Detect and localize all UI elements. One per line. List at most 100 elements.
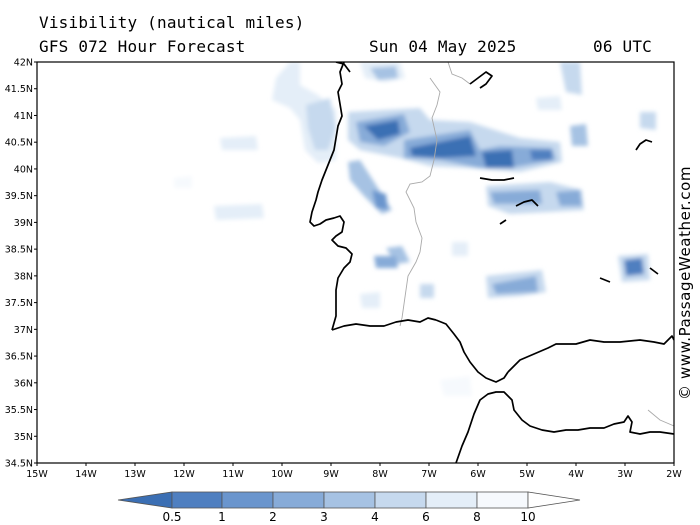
shade-central-west-core <box>364 120 400 140</box>
colorbar-segment <box>171 491 223 509</box>
colorbar-label: 8 <box>473 510 481 524</box>
shade-west-coast-core <box>372 190 388 210</box>
colorbar: 0.5 1 2 3 4 6 8 10 <box>117 491 581 524</box>
shade-east-small <box>570 124 588 146</box>
shade-offshore-b <box>214 204 264 220</box>
spain-south-coast-west <box>435 319 509 383</box>
longitude-axis: 15W 14W 13W 12W 11W 10W 9W 8W 7W 6W 5W 4W 3W 2W <box>26 463 682 480</box>
lon-tick-label: 10W <box>271 469 293 480</box>
shade-sw-cape <box>360 292 380 308</box>
portugal-west-coast <box>309 62 353 331</box>
colorbar-segment <box>374 491 427 509</box>
lon-tick-label: 8W <box>372 469 388 480</box>
shade-northwest-offshore-core <box>306 98 336 150</box>
shade-central-east-core <box>410 136 476 158</box>
lat-tick-label: 38N <box>14 271 33 282</box>
spain-portugal-border <box>399 77 441 327</box>
shade-south-central <box>452 242 468 256</box>
shade-north-coast-core <box>370 66 398 80</box>
forecast-time: 06 UTC <box>593 37 652 56</box>
colorbar-label: 3 <box>320 510 328 524</box>
shade-south-west <box>386 246 410 264</box>
shade-andalucia-core <box>492 276 538 294</box>
colorbar-label: 0.5 <box>162 510 181 524</box>
east-coast-bit <box>649 267 659 275</box>
reservoir-a <box>479 177 515 181</box>
shade-central-east <box>404 130 556 168</box>
coastlines <box>309 62 674 463</box>
lon-tick-label: 4W <box>568 469 584 480</box>
morocco-coast <box>455 391 674 463</box>
credit-watermark: © www.PassageWeather.com <box>676 165 694 400</box>
river-north <box>469 71 493 89</box>
colorbar-segment <box>323 491 376 509</box>
colorbar-high-extension <box>527 491 581 509</box>
forecast-label: GFS 072 Hour Forecast <box>39 37 246 56</box>
shade-ne-patch <box>536 96 562 110</box>
shade-far-east <box>640 112 656 130</box>
lat-tick-label: 38.5N <box>5 245 33 256</box>
shade-meseta-east <box>556 190 582 206</box>
border-lines <box>399 62 674 427</box>
shade-offshore-c <box>174 176 192 188</box>
north-border <box>447 62 471 85</box>
shade-central-east-core2 <box>482 150 514 168</box>
lat-tick-label: 35N <box>14 432 33 443</box>
colorbar-segment <box>476 491 529 509</box>
colorbar-label: 6 <box>422 510 430 524</box>
shade-northeast <box>560 62 582 95</box>
lon-tick-label: 5W <box>519 469 535 480</box>
colorbar-label: 2 <box>269 510 277 524</box>
lat-tick-label: 37.5N <box>5 298 33 309</box>
visibility-shading <box>174 62 656 396</box>
lat-tick-label: 40.5N <box>5 138 33 149</box>
colorbar-segment <box>221 491 274 509</box>
spain-south-coast-east <box>507 335 674 373</box>
lat-tick-label: 39.5N <box>5 191 33 202</box>
lon-tick-label: 11W <box>222 469 244 480</box>
map-title: Visibility (nautical miles) <box>39 13 305 32</box>
lat-tick-label: 41.5N <box>5 84 33 95</box>
shade-alboran <box>440 376 472 396</box>
lat-tick-label: 36.5N <box>5 352 33 363</box>
algarve-coast <box>331 317 437 331</box>
lat-tick-label: 39N <box>14 218 33 229</box>
lon-tick-label: 13W <box>124 469 146 480</box>
lat-tick-label: 35.5N <box>5 405 33 416</box>
shade-southeast-core <box>624 258 644 276</box>
lon-tick-label: 14W <box>75 469 97 480</box>
lon-tick-label: 15W <box>26 469 48 480</box>
colorbar-low-extension <box>117 491 173 509</box>
east-coast-bit2 <box>599 277 611 283</box>
lon-tick-label: 3W <box>617 469 633 480</box>
lat-tick-label: 34.5N <box>5 459 33 470</box>
colorbar-label: 10 <box>520 510 535 524</box>
lat-tick-label: 42N <box>14 58 33 69</box>
latitude-axis: 42N 41.5N 41N 40.5N 40N 39.5N 39N 38.5N 38N 37.5N… <box>5 58 37 470</box>
reservoir-b <box>515 199 539 207</box>
east-lake <box>635 139 653 151</box>
colorbar-segment <box>425 491 478 509</box>
algeria-border <box>647 409 674 427</box>
galicia-north <box>335 62 351 73</box>
lon-tick-label: 12W <box>173 469 195 480</box>
lat-tick-label: 37N <box>14 325 33 336</box>
colorbar-segment <box>272 491 325 509</box>
colorbar-label: 4 <box>371 510 379 524</box>
lat-tick-label: 41N <box>14 111 33 122</box>
lon-tick-label: 9W <box>323 469 339 480</box>
shade-south-west-core <box>374 256 398 268</box>
lon-tick-label: 7W <box>421 469 437 480</box>
lat-tick-label: 36N <box>14 378 33 389</box>
shade-central-east-core3 <box>530 150 552 160</box>
shade-offshore-a <box>220 136 258 150</box>
shade-south-patch <box>420 284 434 298</box>
lon-tick-label: 6W <box>470 469 486 480</box>
lat-tick-label: 40N <box>14 164 33 175</box>
colorbar-label: 1 <box>218 510 226 524</box>
reservoir-c <box>499 219 507 225</box>
lon-tick-label: 2W <box>666 469 682 480</box>
plot-frame <box>36 61 675 464</box>
forecast-date: Sun 04 May 2025 <box>369 37 517 56</box>
